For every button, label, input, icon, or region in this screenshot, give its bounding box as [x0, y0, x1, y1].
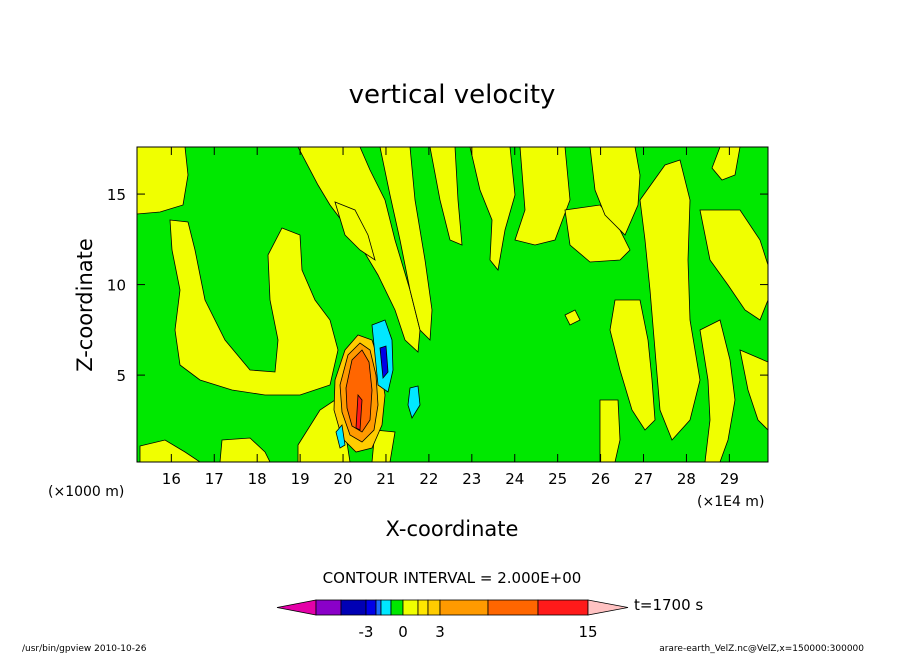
y-axis-label: Z-coordinate [73, 238, 97, 372]
colorbar-tick-label: 3 [435, 623, 445, 641]
footer-left: /usr/bin/gpview 2010-10-26 [22, 644, 147, 654]
x-tick-label: 20 [333, 470, 352, 488]
x-tick-label: 19 [291, 470, 310, 488]
colorbar-swatch [315, 599, 342, 616]
y-unit-label: (×1000 m) [48, 484, 124, 500]
colorbar-tick-label: -3 [359, 623, 374, 641]
colorbar-high-arrow [587, 599, 629, 616]
colorbar-low-arrow [276, 599, 317, 616]
colorbar-swatch [439, 599, 489, 616]
x-tick-label: 18 [248, 470, 267, 488]
colorbar-swatch [417, 599, 429, 616]
x-tick-label: 25 [548, 470, 567, 488]
x-tick-label: 24 [505, 470, 524, 488]
colorbar-tick-label: 0 [398, 623, 408, 641]
colorbar: -3 0 3 15 [276, 599, 629, 641]
colorbar-swatch [487, 599, 539, 616]
x-tick-label: 16 [162, 470, 181, 488]
y-tick-label: 15 [107, 186, 126, 204]
x-tick-label: 29 [720, 470, 739, 488]
colorbar-swatch [402, 599, 419, 616]
x-tick-label: 26 [591, 470, 610, 488]
x-axis-ticks: 16 17 18 19 20 21 22 23 24 25 26 27 28 29 [162, 147, 739, 488]
x-tick-label: 27 [634, 470, 653, 488]
positive-regions [137, 147, 768, 462]
y-tick-label: 5 [116, 367, 126, 385]
updraft-core [333, 319, 421, 453]
x-tick-label: 22 [419, 470, 438, 488]
contour-field [137, 147, 768, 462]
colorbar-swatch [380, 599, 392, 616]
colorbar-swatch [537, 599, 589, 616]
x-tick-label: 17 [205, 470, 224, 488]
x-tick-label: 21 [376, 470, 395, 488]
colorbar-swatch [340, 599, 367, 616]
contour-interval-label: CONTOUR INTERVAL = 2.000E+00 [323, 569, 582, 587]
colorbar-tick-label: 15 [578, 623, 597, 641]
colorbar-swatch [365, 599, 377, 616]
chart-title: vertical velocity [349, 80, 556, 110]
plot-frame [136, 146, 769, 463]
y-tick-label: 10 [107, 277, 126, 295]
x-tick-label: 23 [462, 470, 481, 488]
x-tick-label: 28 [677, 470, 696, 488]
y-axis-ticks: 5 10 15 [107, 186, 768, 385]
colorbar-swatch [390, 599, 404, 616]
time-label: t=1700 s [634, 596, 703, 614]
colorbar-swatch [375, 599, 382, 616]
colorbar-swatch [427, 599, 441, 616]
footer-right: arare-earth_VelZ.nc@VelZ,x=150000:300000 [659, 644, 864, 654]
x-axis-label: X-coordinate [386, 517, 519, 541]
x-unit-label: (×1E4 m) [697, 494, 764, 510]
